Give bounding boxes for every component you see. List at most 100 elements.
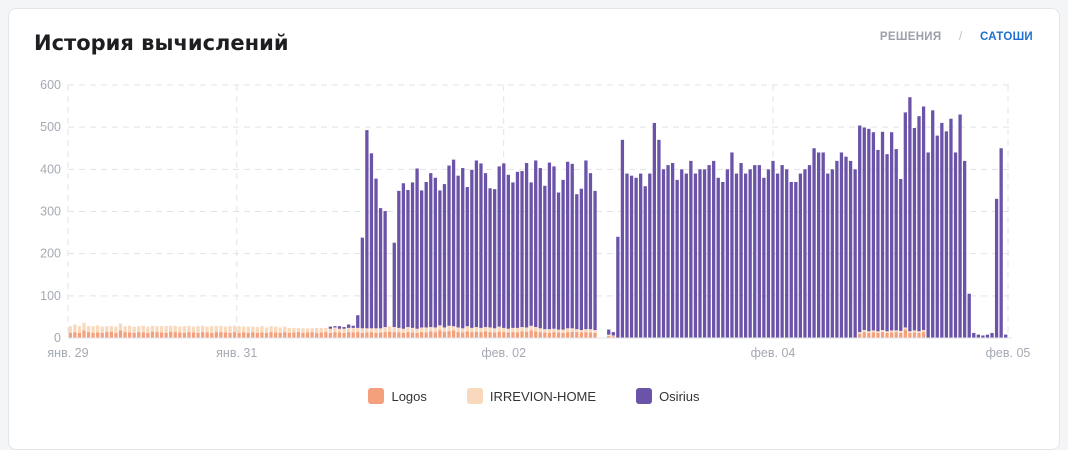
bar-osirius bbox=[858, 125, 862, 333]
bar-irrevion-home bbox=[223, 326, 228, 333]
bar-logos bbox=[433, 332, 437, 338]
bar-logos bbox=[383, 332, 387, 338]
bar-osirius bbox=[474, 160, 479, 328]
bar-irrevion-home bbox=[150, 325, 155, 332]
bar-logos bbox=[570, 331, 574, 338]
bar-osirius bbox=[397, 190, 401, 328]
bar-irrevion-home bbox=[127, 325, 132, 333]
bar-osirius bbox=[438, 190, 442, 326]
legend-swatch-osirius bbox=[636, 388, 653, 404]
bar-logos bbox=[607, 335, 611, 338]
bar-osirius bbox=[743, 173, 748, 338]
bar-logos bbox=[378, 332, 383, 338]
bar-irrevion-home bbox=[862, 329, 866, 333]
bar-irrevion-home bbox=[903, 327, 907, 330]
bar-logos bbox=[82, 330, 86, 338]
bar-irrevion-home bbox=[406, 327, 410, 333]
bar-osirius bbox=[789, 181, 793, 338]
bar-irrevion-home bbox=[908, 331, 912, 333]
bar-osirius bbox=[680, 169, 684, 338]
bar-irrevion-home bbox=[515, 327, 520, 333]
bar-osirius bbox=[739, 163, 743, 338]
bar-osirius bbox=[712, 160, 716, 338]
bar-osirius bbox=[693, 173, 698, 338]
bar-logos bbox=[876, 332, 880, 338]
bar-osirius bbox=[890, 132, 894, 331]
bar-osirius bbox=[780, 165, 784, 338]
bar-osirius bbox=[940, 122, 944, 338]
bar-irrevion-home bbox=[506, 328, 510, 333]
bar-osirius bbox=[529, 182, 533, 326]
bar-irrevion-home bbox=[493, 328, 497, 333]
toggle-satoshi-button[interactable]: САТОШИ bbox=[979, 31, 1033, 43]
bar-irrevion-home bbox=[502, 327, 506, 333]
bar-logos bbox=[424, 332, 428, 338]
bar-irrevion-home bbox=[73, 324, 77, 333]
bar-logos bbox=[351, 332, 355, 338]
bar-logos bbox=[410, 332, 415, 338]
bar-logos bbox=[899, 332, 903, 338]
toggle-solutions-button[interactable]: РЕШЕНИЯ bbox=[879, 31, 942, 43]
bar-osirius bbox=[497, 166, 501, 327]
bar-osirius bbox=[981, 335, 985, 338]
bar-logos bbox=[515, 332, 520, 338]
bar-logos bbox=[346, 332, 351, 338]
bar-logos bbox=[894, 332, 898, 338]
bar-logos bbox=[260, 332, 264, 338]
bar-irrevion-home bbox=[885, 331, 889, 333]
bar-irrevion-home bbox=[137, 326, 141, 333]
legend-label-logos: Logos bbox=[391, 388, 427, 404]
bar-logos bbox=[324, 332, 328, 338]
bar-osirius bbox=[511, 182, 515, 328]
y-tick-label: 300 bbox=[40, 205, 61, 219]
chart-legend: Logos IRREVION-HOME Osirius bbox=[0, 388, 1068, 404]
bar-osirius bbox=[488, 188, 492, 328]
legend-item-irrevion-home[interactable]: IRREVION-HOME bbox=[466, 388, 596, 404]
bar-irrevion-home bbox=[91, 326, 95, 333]
bar-irrevion-home bbox=[552, 328, 556, 333]
bar-osirius bbox=[675, 179, 679, 339]
bar-irrevion-home bbox=[415, 328, 419, 333]
bar-logos bbox=[862, 332, 866, 338]
computation-history-card: История вычислений РЕШЕНИЯ / САТОШИ bbox=[8, 8, 1060, 450]
bar-irrevion-home bbox=[447, 325, 451, 332]
bar-logos bbox=[205, 332, 209, 338]
x-tick-label: фев. 04 bbox=[751, 346, 796, 360]
bar-osirius bbox=[556, 192, 561, 330]
bar-osirius bbox=[994, 198, 999, 338]
bar-irrevion-home bbox=[356, 327, 360, 333]
bar-logos bbox=[182, 332, 187, 338]
bar-irrevion-home bbox=[397, 327, 401, 333]
bar-osirius bbox=[657, 139, 661, 338]
bar-osirius bbox=[908, 97, 912, 332]
bar-logos bbox=[908, 332, 912, 338]
bar-osirius bbox=[871, 132, 876, 331]
bar-logos bbox=[497, 331, 501, 338]
bar-logos bbox=[178, 332, 182, 338]
bar-logos bbox=[369, 332, 374, 338]
bar-irrevion-home bbox=[296, 327, 301, 333]
bar-irrevion-home bbox=[593, 329, 597, 333]
bar-logos bbox=[159, 332, 164, 338]
bar-logos bbox=[77, 332, 82, 338]
legend-item-logos[interactable]: Logos bbox=[368, 388, 427, 404]
bar-osirius bbox=[807, 165, 812, 338]
legend-item-osirius[interactable]: Osirius bbox=[636, 388, 700, 404]
bar-irrevion-home bbox=[588, 329, 593, 333]
bar-logos bbox=[566, 332, 570, 338]
bar-osirius bbox=[337, 326, 342, 329]
bar-irrevion-home bbox=[228, 326, 232, 333]
bar-logos bbox=[401, 332, 406, 338]
bar-osirius bbox=[502, 163, 506, 328]
bar-osirius bbox=[876, 149, 880, 332]
bar-irrevion-home bbox=[237, 326, 241, 333]
bar-logos bbox=[575, 332, 579, 338]
bar-irrevion-home bbox=[921, 329, 926, 333]
bar-irrevion-home bbox=[369, 328, 374, 333]
bar-logos bbox=[187, 332, 191, 338]
bar-osirius bbox=[639, 173, 643, 338]
bar-logos bbox=[164, 332, 168, 338]
bar-irrevion-home bbox=[611, 335, 615, 337]
bar-osirius bbox=[812, 148, 816, 338]
bar-osirius bbox=[415, 168, 419, 329]
